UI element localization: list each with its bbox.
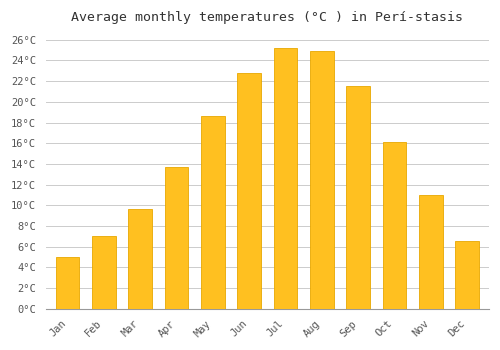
Bar: [419, 195, 442, 309]
Bar: [56, 257, 80, 309]
Bar: [201, 116, 224, 309]
Bar: [382, 142, 406, 309]
Title: Average monthly temperatures (°C ) in Perí‑stasis: Average monthly temperatures (°C ) in Pe…: [72, 11, 464, 24]
Bar: [165, 167, 188, 309]
Bar: [238, 73, 261, 309]
Bar: [128, 210, 152, 309]
Bar: [310, 51, 334, 309]
Bar: [92, 236, 116, 309]
Bar: [456, 240, 479, 309]
Bar: [346, 86, 370, 309]
Bar: [274, 48, 297, 309]
